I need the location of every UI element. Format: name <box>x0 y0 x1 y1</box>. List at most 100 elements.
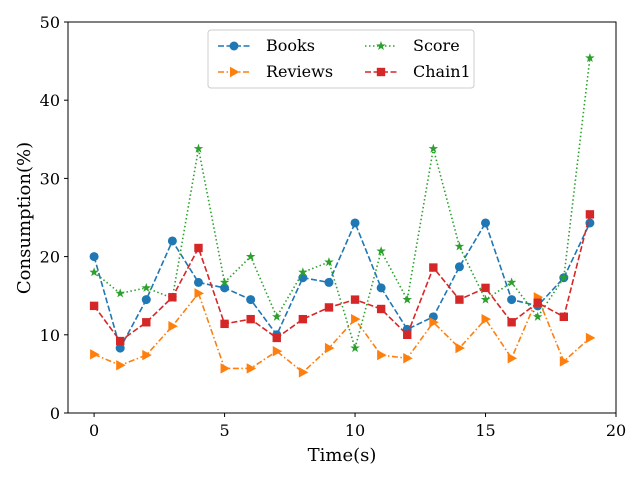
point-books-4 <box>193 277 203 287</box>
point-reviews-19 <box>585 332 596 344</box>
point-chain1-12 <box>403 330 412 339</box>
point-chain1-18 <box>559 312 569 322</box>
point-chain1-7 <box>272 333 281 343</box>
point-score-18 <box>559 272 569 282</box>
point-reviews-13 <box>429 317 439 328</box>
point-reviews-14 <box>455 342 465 354</box>
point-chain1-9 <box>324 303 334 312</box>
legend-label-score: Score <box>413 36 460 55</box>
x-tick-label-20: 20 <box>606 421 626 440</box>
point-chain1-19 <box>585 210 595 219</box>
point-chain1-15 <box>481 283 490 293</box>
series-line-books <box>93 220 591 351</box>
y-axis-label: Consumption(%) <box>14 142 35 294</box>
x-axis-label: Time(s) <box>308 445 377 466</box>
point-reviews-1 <box>116 360 126 371</box>
legend-label-reviews: Reviews <box>266 62 333 81</box>
point-chain1-10 <box>350 295 360 304</box>
point-score-12 <box>402 294 412 304</box>
point-score-2 <box>141 282 152 292</box>
point-books-15 <box>481 218 491 228</box>
plot-frame <box>67 21 617 414</box>
point-reviews-11 <box>377 349 387 361</box>
point-score-0 <box>89 267 99 277</box>
point-chain1-13 <box>429 263 438 272</box>
legend-marker-books <box>229 41 239 51</box>
point-score-6 <box>245 251 256 261</box>
point-reviews-4 <box>194 288 204 299</box>
point-reviews-8 <box>298 367 309 378</box>
point-score-7 <box>272 311 282 321</box>
legend-marker-chain1 <box>376 67 386 77</box>
point-score-16 <box>506 277 517 287</box>
point-reviews-3 <box>168 320 178 332</box>
series-layer <box>89 52 596 378</box>
point-books-8 <box>298 273 308 283</box>
x-tick-label-5: 5 <box>219 421 229 440</box>
point-books-14 <box>454 262 464 272</box>
legend-item-chain1: Chain1 <box>365 62 471 81</box>
point-score-11 <box>376 246 386 256</box>
point-books-6 <box>246 295 256 305</box>
point-reviews-9 <box>324 342 335 354</box>
point-chain1-8 <box>298 314 308 324</box>
point-reviews-5 <box>220 363 231 374</box>
y-tick-label-10: 10 <box>40 326 60 345</box>
point-score-4 <box>193 143 204 153</box>
series-score <box>89 52 595 353</box>
legend-item-books: Books <box>218 36 315 55</box>
point-chain1-14 <box>455 295 464 304</box>
point-score-8 <box>298 267 308 277</box>
point-books-1 <box>115 343 125 353</box>
legend-item-score: Score <box>365 36 460 55</box>
axes-layer: 0 5 10 15 20 0 10 20 30 40 50 <box>40 13 627 440</box>
point-reviews-2 <box>142 349 152 361</box>
point-score-17 <box>532 311 543 321</box>
y-tick-label-20: 20 <box>40 248 60 267</box>
point-score-19 <box>585 52 595 63</box>
y-tick-label-50: 50 <box>40 13 60 32</box>
point-reviews-7 <box>272 346 283 357</box>
legend-label-chain1: Chain1 <box>413 62 471 81</box>
point-chain1-1 <box>115 336 125 346</box>
point-books-9 <box>324 277 334 287</box>
point-score-15 <box>480 294 491 304</box>
point-books-11 <box>376 283 386 293</box>
point-reviews-0 <box>90 349 100 360</box>
series-line-chain1 <box>93 214 591 343</box>
point-score-9 <box>324 257 334 267</box>
x-tick-label-10: 10 <box>345 421 365 440</box>
point-books-10 <box>350 218 360 228</box>
point-books-16 <box>507 295 517 305</box>
legend-label-books: Books <box>266 36 315 55</box>
point-reviews-18 <box>559 356 570 367</box>
legend-marker-reviews <box>230 66 240 78</box>
point-chain1-5 <box>220 319 229 329</box>
point-reviews-15 <box>481 313 492 325</box>
point-chain1-3 <box>168 293 177 302</box>
legend: Books Reviews Score Chain1 <box>207 29 475 89</box>
point-score-13 <box>428 143 439 153</box>
point-chain1-4 <box>194 243 203 253</box>
y-tick-label-30: 30 <box>40 169 60 188</box>
x-tick-label-15: 15 <box>475 421 495 440</box>
x-tick-label-0: 0 <box>89 421 99 440</box>
point-reviews-6 <box>246 363 257 374</box>
point-chain1-17 <box>533 298 542 307</box>
point-chain1-16 <box>507 318 516 327</box>
legend-marker-score <box>376 41 386 51</box>
point-reviews-12 <box>403 353 413 364</box>
point-score-10 <box>350 343 360 353</box>
point-score-14 <box>454 241 465 251</box>
point-score-5 <box>219 277 230 287</box>
series-chain1 <box>89 210 595 346</box>
point-reviews-10 <box>351 313 361 325</box>
legend-item-reviews: Reviews <box>218 62 333 81</box>
point-books-3 <box>167 236 177 246</box>
point-chain1-2 <box>142 318 151 327</box>
point-chain1-6 <box>246 314 255 324</box>
point-reviews-16 <box>507 353 518 364</box>
legend-box <box>207 29 475 89</box>
series-line-score <box>93 57 591 351</box>
